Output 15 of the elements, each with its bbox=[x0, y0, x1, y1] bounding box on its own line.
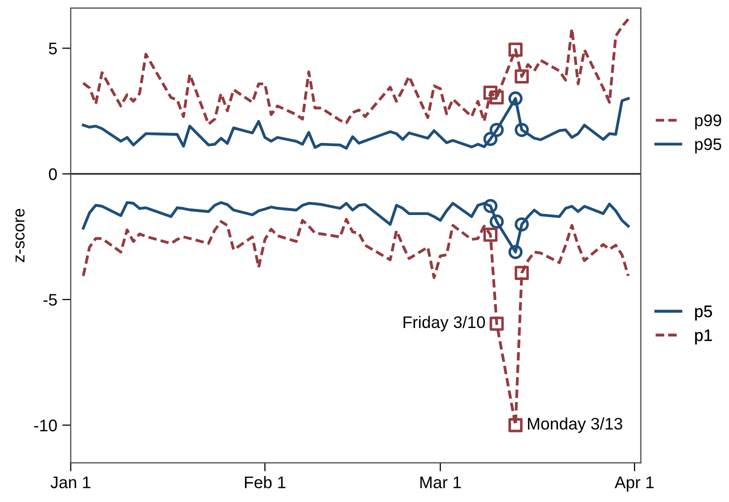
legend-label: p5 bbox=[695, 306, 712, 321]
legend-label: p99 bbox=[695, 114, 722, 130]
legend-label: p1 bbox=[695, 329, 712, 344]
y-tick-label: 5 bbox=[48, 42, 57, 54]
y-tick-label: -5 bbox=[43, 294, 57, 306]
legend-label: p95 bbox=[695, 138, 722, 154]
x-tick-label: Mar 1 bbox=[420, 476, 461, 488]
x-tick-label: Apr 1 bbox=[614, 476, 654, 492]
y-tick-label: 0 bbox=[48, 168, 57, 180]
y-tick-label: -10 bbox=[34, 420, 57, 432]
y-axis-title: z-score bbox=[15, 208, 25, 262]
annotation: Monday 3/13 bbox=[528, 417, 622, 433]
x-tick-label: Feb 1 bbox=[244, 476, 286, 488]
annotation: Friday 3/10 bbox=[404, 316, 485, 332]
x-tick-label: Jan 1 bbox=[50, 476, 90, 488]
